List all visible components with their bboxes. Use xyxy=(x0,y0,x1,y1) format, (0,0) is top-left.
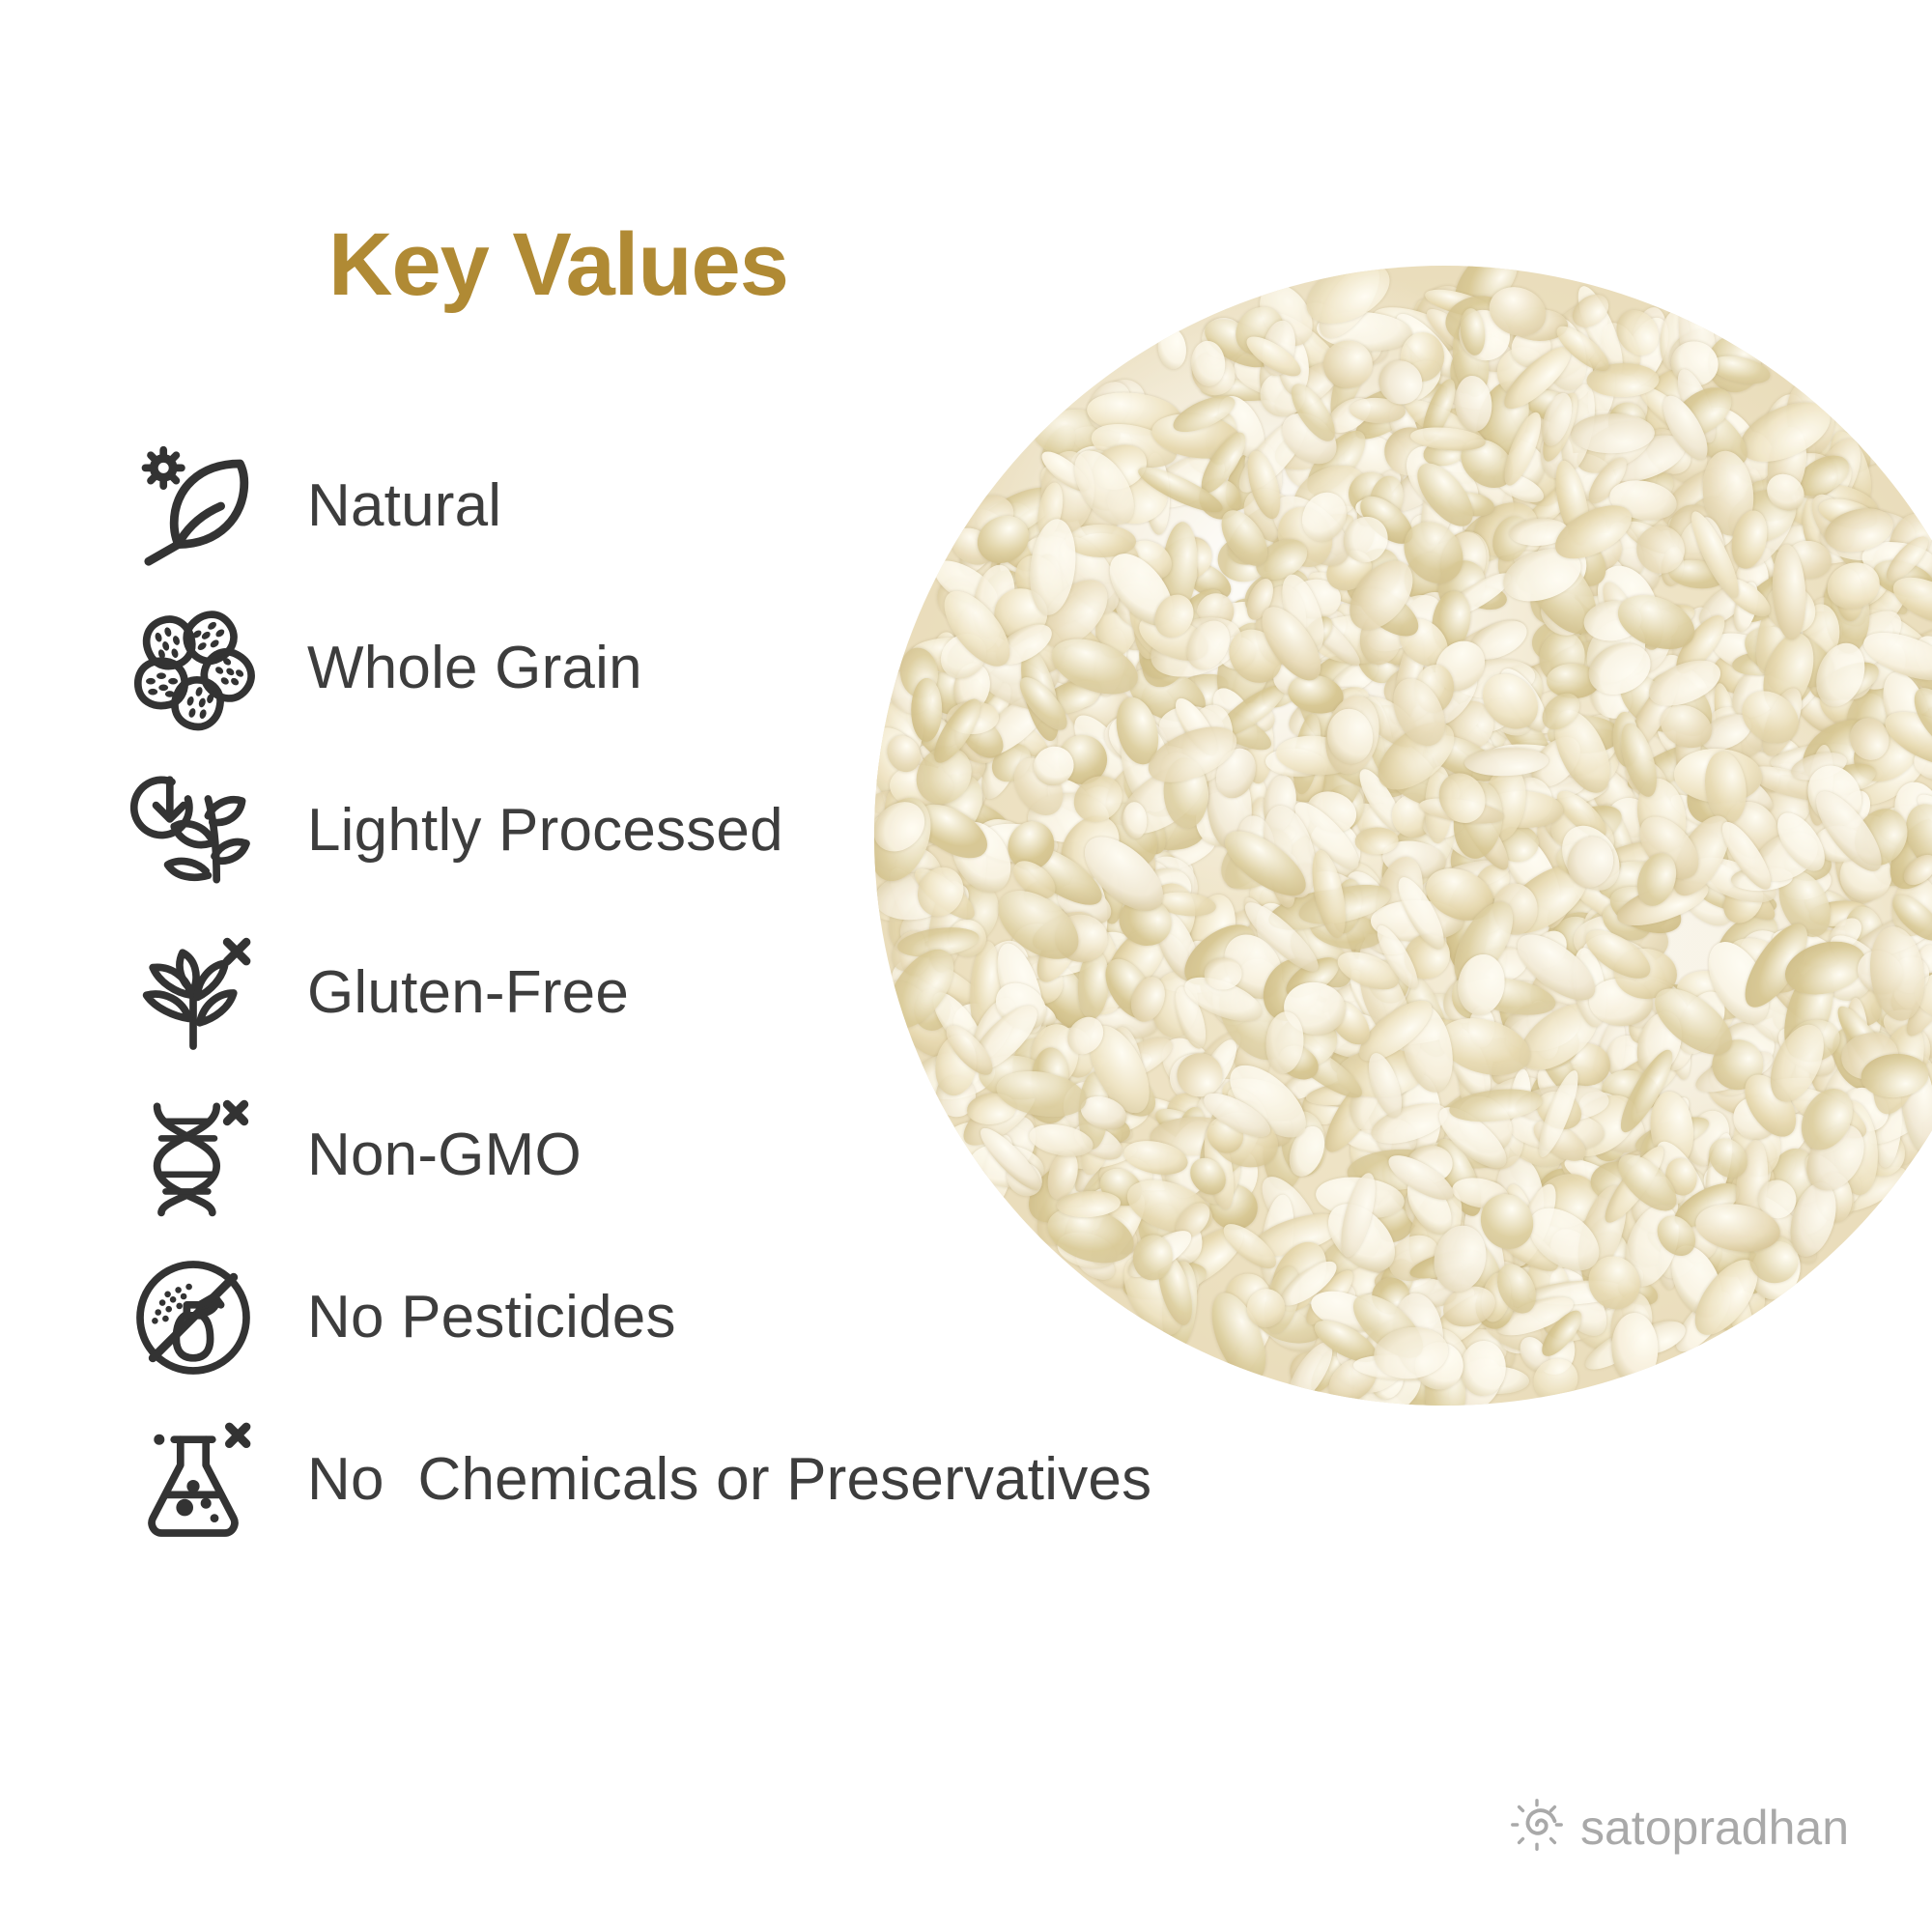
grain-flower-icon xyxy=(126,601,261,736)
value-label: Natural xyxy=(307,472,502,540)
dna-crossed-icon xyxy=(126,1088,261,1223)
rolled-oats-photo xyxy=(874,266,1932,1406)
value-label: Gluten-Free xyxy=(307,959,629,1027)
plant-arrow-down-icon xyxy=(126,763,261,898)
leaf-sun-icon xyxy=(126,439,261,574)
value-item-no-pesticides: No Pesticides xyxy=(126,1236,1285,1399)
value-label: Non-GMO xyxy=(307,1122,582,1189)
wheat-crossed-icon xyxy=(126,925,261,1061)
value-label: No Pesticides xyxy=(307,1284,676,1351)
value-item-non-gmo: Non-GMO xyxy=(126,1074,1285,1236)
brand-name: satopradhan xyxy=(1580,1800,1850,1855)
value-label: Lightly Processed xyxy=(307,797,783,865)
value-label: Whole Grain xyxy=(307,635,642,702)
spray-bottle-prohibited-icon xyxy=(126,1250,261,1385)
value-item-no-chemicals: No Chemicals or Preservatives xyxy=(126,1399,1285,1561)
brand-watermark: satopradhan xyxy=(1507,1795,1849,1860)
value-item-gluten-free: Gluten-Free xyxy=(126,912,1285,1074)
oats-circle xyxy=(874,266,1932,1406)
spiral-sun-icon xyxy=(1507,1795,1567,1860)
page-title: Key Values xyxy=(328,215,789,314)
value-item-lightly-processed: Lightly Processed xyxy=(126,750,1285,912)
value-item-whole-grain: Whole Grain xyxy=(126,587,1285,750)
flask-crossed-icon xyxy=(126,1412,261,1548)
value-label: No Chemicals or Preservatives xyxy=(307,1446,1152,1514)
value-item-natural: Natural xyxy=(126,425,1285,587)
values-list: Natural xyxy=(126,425,1285,1561)
